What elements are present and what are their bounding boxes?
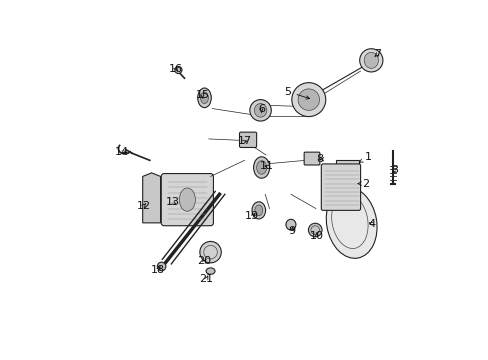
Text: 14: 14 [115,147,129,157]
Text: 21: 21 [199,274,213,284]
Ellipse shape [359,49,382,72]
Text: 11: 11 [259,161,273,171]
Text: 7: 7 [373,49,380,59]
FancyBboxPatch shape [239,132,256,148]
Ellipse shape [179,188,195,211]
Ellipse shape [308,223,322,237]
Text: 2: 2 [357,179,368,189]
FancyBboxPatch shape [321,164,360,210]
FancyBboxPatch shape [161,174,213,226]
Text: 6: 6 [257,104,264,114]
Text: 9: 9 [288,226,295,236]
PathPatch shape [142,173,160,223]
Text: 18: 18 [151,265,165,275]
Ellipse shape [253,157,269,178]
Ellipse shape [254,104,266,117]
PathPatch shape [335,160,358,167]
Text: 15: 15 [195,90,209,100]
Text: 5: 5 [284,87,309,99]
Ellipse shape [291,83,325,117]
Text: 8: 8 [316,154,323,164]
Text: 1: 1 [359,152,371,162]
Text: 17: 17 [238,136,252,147]
Text: 13: 13 [165,197,179,207]
Ellipse shape [285,219,295,230]
Ellipse shape [200,92,208,104]
Ellipse shape [254,205,262,216]
Circle shape [175,66,182,73]
Text: 3: 3 [390,165,397,175]
Ellipse shape [200,242,221,263]
Ellipse shape [298,89,319,111]
Ellipse shape [256,161,266,174]
Ellipse shape [249,100,271,121]
Circle shape [157,262,165,271]
Ellipse shape [205,268,215,274]
Text: 20: 20 [197,256,211,266]
Text: 10: 10 [309,231,324,242]
Text: 19: 19 [245,211,259,221]
Ellipse shape [325,188,376,258]
Ellipse shape [364,52,378,68]
Ellipse shape [197,88,211,108]
FancyBboxPatch shape [304,152,319,165]
Text: 16: 16 [168,64,183,73]
Text: 4: 4 [368,219,375,229]
Text: 12: 12 [137,201,150,211]
Ellipse shape [251,202,265,219]
